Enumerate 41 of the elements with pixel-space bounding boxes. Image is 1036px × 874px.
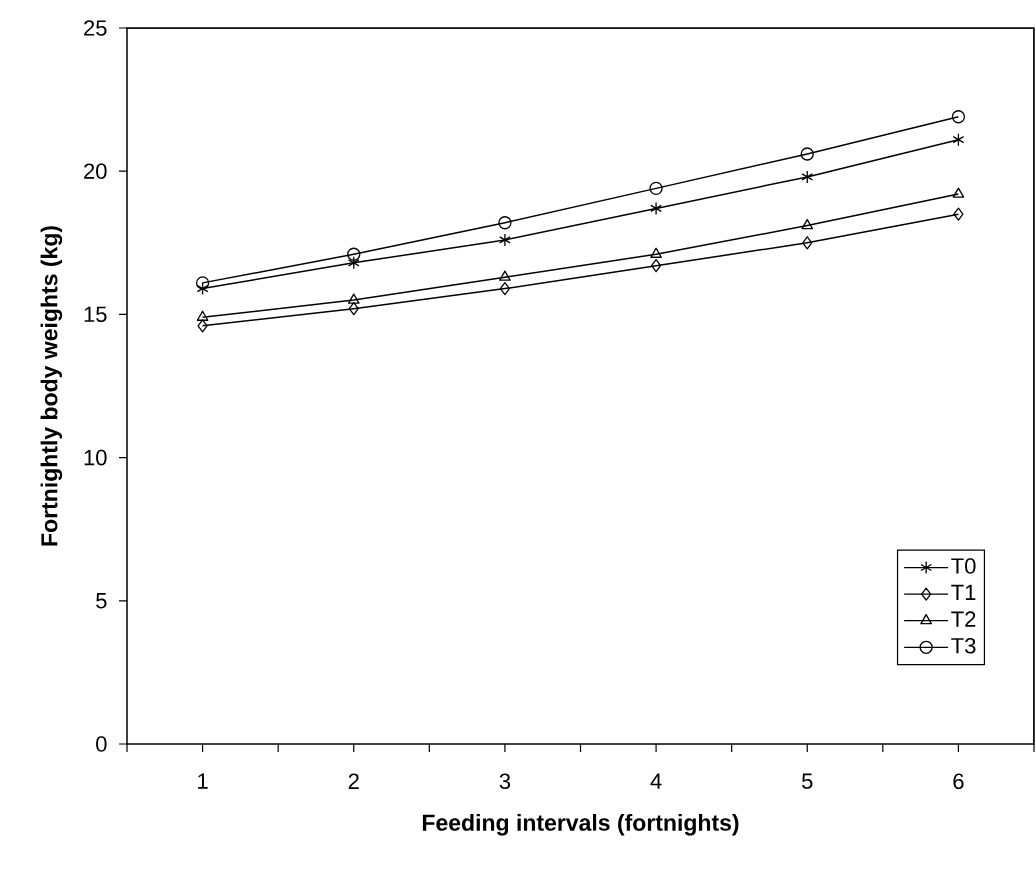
point xyxy=(800,147,814,161)
point xyxy=(801,170,814,184)
point xyxy=(196,310,209,321)
legend-label: T2 xyxy=(951,611,976,627)
point xyxy=(650,201,662,216)
legend-label: T3 xyxy=(951,637,976,654)
x-tick-label: 3 xyxy=(499,773,511,790)
point xyxy=(347,293,360,304)
y-tick-label: 25 xyxy=(84,20,107,36)
point xyxy=(347,256,360,270)
point xyxy=(952,133,965,147)
x-tick-label: 5 xyxy=(802,773,813,789)
x-tick-label: 1 xyxy=(198,773,208,789)
point xyxy=(952,187,965,198)
point xyxy=(347,247,361,261)
point xyxy=(951,110,966,124)
y-tick-label: 10 xyxy=(84,449,107,466)
x-tick-label: 4 xyxy=(650,773,662,789)
point xyxy=(195,276,210,290)
point xyxy=(650,247,662,258)
point xyxy=(650,259,662,273)
point xyxy=(802,236,813,250)
point xyxy=(801,218,814,230)
point xyxy=(649,181,663,196)
point xyxy=(348,302,359,316)
point xyxy=(953,207,964,221)
point xyxy=(196,281,209,296)
y-axis-title: Fortnightly body weights (kg) xyxy=(40,226,63,546)
point xyxy=(498,216,512,230)
point xyxy=(499,270,511,281)
point xyxy=(499,281,511,296)
x-tick-label: 2 xyxy=(348,773,359,789)
y-tick-label: 0 xyxy=(96,736,107,752)
legend-label: T0 xyxy=(951,558,976,574)
point xyxy=(499,233,511,247)
y-tick-label: 5 xyxy=(96,593,107,609)
x-axis-title: Feeding intervals (fortnights) xyxy=(422,813,739,836)
y-tick-label: 15 xyxy=(84,306,107,323)
y-tick-label: 20 xyxy=(84,163,107,179)
legend-label: T1 xyxy=(951,584,976,601)
x-tick-label: 6 xyxy=(953,773,964,790)
